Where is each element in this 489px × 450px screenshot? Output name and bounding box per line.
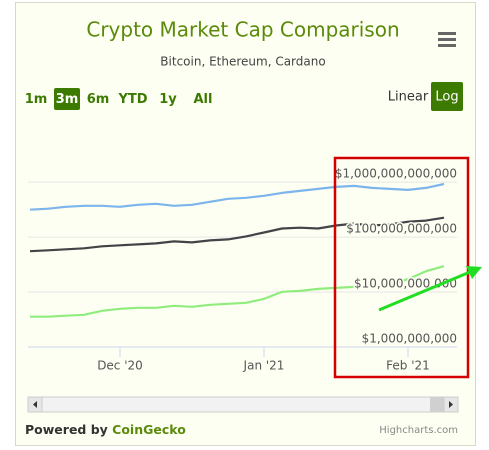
button-bg	[54, 88, 80, 110]
menu-bar	[438, 44, 456, 47]
button-bg	[431, 82, 463, 111]
x-tick-label: Jan '21	[243, 359, 285, 373]
arrow-shaft	[378, 270, 471, 312]
annotation-arrow	[378, 266, 482, 312]
y-tick-label: $100,000,000,000	[346, 222, 457, 236]
button-row: 1m 3m 6m YTD 1y All Linear Log	[25, 82, 463, 111]
button-label: 6m	[87, 92, 110, 107]
powered-by-text: Powered by	[25, 422, 108, 437]
powered-by: Powered by CoinGecko	[25, 422, 186, 437]
arrow-icon	[449, 401, 453, 408]
y-tick-label: $1,000,000,000,000	[335, 167, 457, 181]
button-label: 3m	[56, 92, 79, 107]
range-button[interactable]: 1m	[25, 92, 48, 107]
menu-bar	[438, 38, 456, 41]
menu-button[interactable]	[438, 32, 456, 47]
x-tick-label: Feb '21	[386, 359, 430, 373]
chart-title: Crypto Market Cap Comparison	[86, 18, 399, 42]
x-tick-label: Dec '20	[97, 359, 143, 373]
arrow-head	[466, 266, 482, 279]
range-button[interactable]: 6m	[87, 92, 110, 107]
range-button[interactable]: 3m	[54, 88, 80, 110]
scale-button[interactable]: Linear	[388, 90, 429, 105]
button-label: Log	[435, 90, 458, 105]
scroll-thumb[interactable]	[430, 397, 444, 412]
plot-area: Dec '20 Jan '21 Feb '21$1,000,000,000$10,0…	[28, 165, 459, 373]
button-label: YTD	[117, 92, 147, 107]
chart-subtitle: Bitcoin, Ethereum, Cardano	[160, 55, 325, 69]
scale-button[interactable]: Log	[431, 82, 463, 111]
range-button[interactable]: YTD	[117, 92, 147, 107]
series-line	[29, 182, 445, 211]
button-label: 1m	[25, 92, 48, 107]
button-label: Linear	[388, 90, 429, 105]
button-label: All	[194, 92, 213, 107]
credits[interactable]: Highcharts.com	[379, 425, 458, 436]
series-line	[30, 265, 445, 318]
powered-by-link[interactable]: CoinGecko	[112, 422, 186, 437]
series-line	[29, 216, 445, 253]
range-button[interactable]: All	[194, 92, 213, 107]
y-tick-label: $1,000,000,000	[362, 332, 457, 346]
scrollbar-track[interactable]	[27, 396, 459, 413]
scrollbar	[27, 396, 459, 413]
menu-bar	[438, 32, 456, 35]
range-button[interactable]: 1y	[159, 92, 177, 107]
button-label: 1y	[159, 92, 177, 107]
arrow-icon	[33, 401, 37, 408]
